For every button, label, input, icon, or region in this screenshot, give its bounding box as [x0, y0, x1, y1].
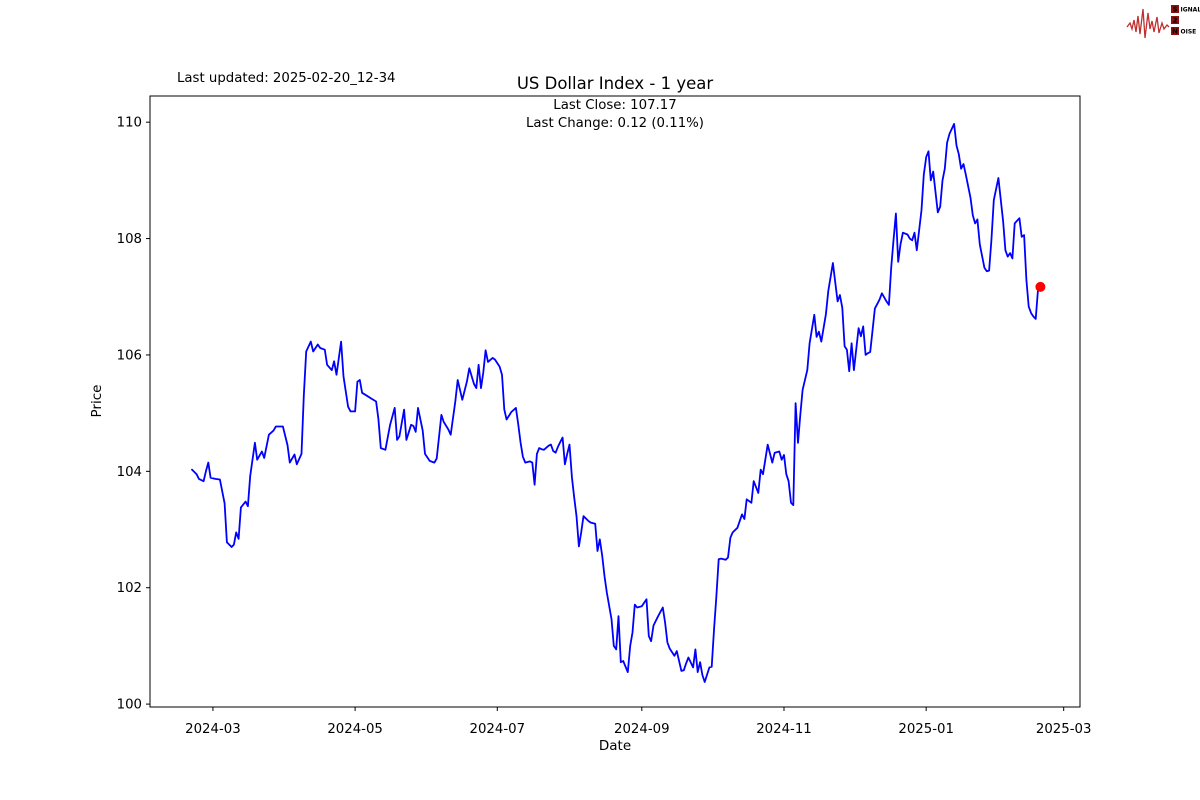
y-tick-label: 102 [117, 581, 142, 596]
y-axis-label: Price [89, 385, 105, 418]
y-tick-label: 106 [117, 348, 142, 363]
x-tick-label: 2025-03 [1036, 722, 1092, 737]
logo-letter-n: N [1172, 28, 1178, 36]
logo-letter-s: S [1172, 6, 1177, 14]
x-tick-label: 2024-03 [185, 722, 241, 737]
x-tick-label: 2024-11 [756, 722, 812, 737]
x-tick-label: 2025-01 [898, 722, 954, 737]
logo-letter-2: 2 [1173, 17, 1178, 25]
y-tick-label: 110 [117, 116, 142, 131]
plot-frame [149, 95, 1081, 708]
logo-text-noise: OISE [1181, 29, 1197, 36]
x-tick-label: 2024-05 [327, 722, 383, 737]
signal2noise-logo: S 2 N IGNAL OISE [1126, 5, 1200, 39]
x-axis-label: Date [599, 738, 631, 754]
last-updated-label: Last updated: 2025-02-20_12-34 [177, 71, 395, 86]
waveform-icon [1126, 8, 1170, 39]
x-tick-label: 2024-09 [614, 722, 670, 737]
y-tick-label: 104 [117, 465, 142, 480]
logo-letter-box-n [1171, 27, 1179, 35]
y-tick-label: 108 [117, 232, 142, 247]
chart-subtitle-last-change: Last Change: 0.12 (0.11%) [526, 116, 704, 131]
y-tick-label: 100 [117, 698, 142, 713]
logo-letter-box-s [1171, 5, 1179, 13]
logo-letter-box-2 [1171, 16, 1179, 24]
last-price-marker [1035, 281, 1046, 292]
chart-subtitle-last-close: Last Close: 107.17 [553, 98, 676, 113]
logo-text-signal: IGNAL [1181, 7, 1200, 14]
x-tick-label: 2024-07 [470, 722, 526, 737]
price-line [191, 123, 1042, 683]
y-axis-ticks: 100 102 104 106 108 110 [117, 116, 150, 713]
chart-title: US Dollar Index - 1 year [517, 74, 714, 93]
x-axis-ticks: 2024-03 2024-05 2024-07 2024-09 2024-11 2025-… [185, 707, 1091, 737]
